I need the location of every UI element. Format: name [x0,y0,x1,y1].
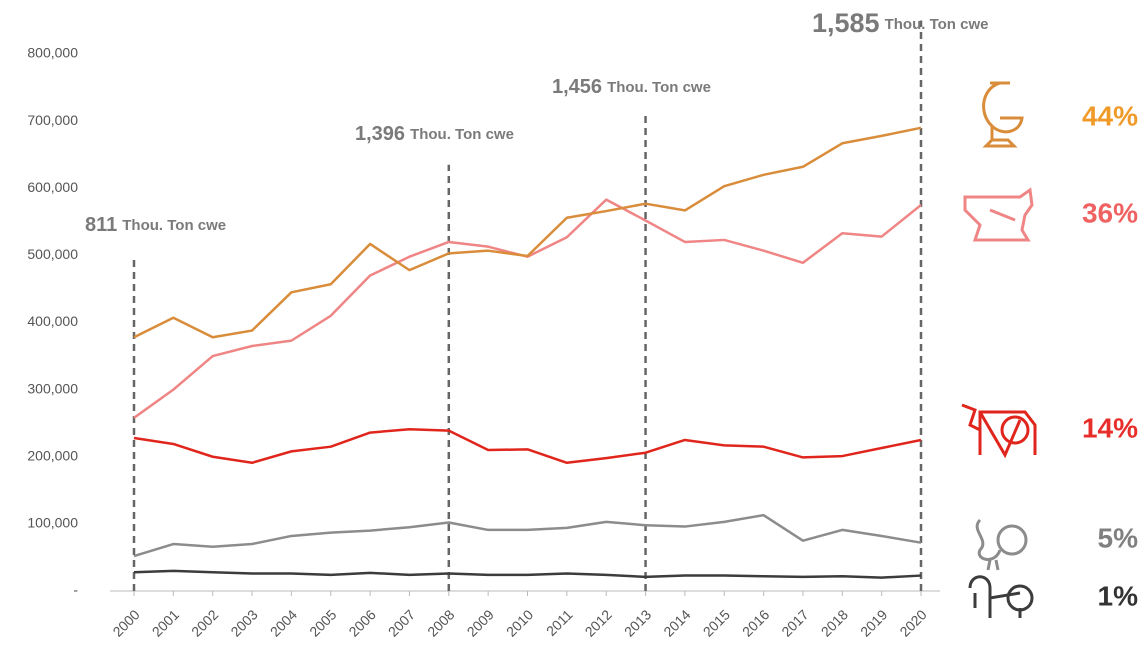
legend-icon [968,575,1034,618]
x-tick-label: 2006 [345,606,378,639]
icon-cow [1000,415,1030,445]
annotation: 811 Thou. Ton cwe [85,214,226,236]
x-tick-label: 2016 [739,606,772,639]
x-tick-label: 2005 [306,606,339,639]
series-line [133,427,922,465]
y-tick-label: 500,000 [27,246,78,262]
y-tick-label: 800,000 [27,45,78,61]
legend-icon [982,81,1024,148]
x-tick-label: 2011 [543,606,576,639]
annotation-value: 1,456 [552,76,602,98]
annotation-value: 1,585 [812,8,880,38]
y-tick-label: 600,000 [27,179,78,195]
x-tick-label: 2019 [857,606,890,639]
annotation: 1,456 Thou. Ton cwe [552,76,711,98]
x-tick-label: 2017 [778,606,811,639]
y-tick-label: 200,000 [27,447,78,463]
series-line [133,569,922,579]
icon-sheep [968,575,1022,618]
series-line [133,198,922,419]
x-tick-label: 2001 [149,606,182,639]
share-label: 1% [1098,580,1139,611]
share-label: 5% [1098,522,1139,553]
y-tick-label: 700,000 [27,112,78,128]
icon-cow [961,403,1037,459]
legend-icon [961,403,1037,459]
x-tick-label: 2008 [424,606,457,639]
x-tick-label: 2020 [896,606,929,639]
x-tick-label: 2003 [227,606,260,639]
annotation-unit: Thou. Ton cwe [607,79,711,96]
x-tick-label: 2018 [818,606,851,639]
annotation-value: 1,396 [355,123,405,145]
legend-icon [975,518,1028,571]
share-label: 36% [1082,197,1138,228]
y-tick-label: 300,000 [27,380,78,396]
series-line [133,126,922,339]
icon-turkey [996,524,1028,556]
annotation-unit: Thou. Ton cwe [122,217,226,234]
y-tick-label: 400,000 [27,313,78,329]
x-tick-label: 2004 [267,606,300,639]
annotation: 1,396 Thou. Ton cwe [355,123,514,145]
annotation: 1,585 Thou. Ton cwe [812,8,988,38]
legend-icon [963,187,1034,242]
x-tick-label: 2012 [582,606,615,639]
annotation-unit: Thou. Ton cwe [410,126,514,143]
x-tick-label: 2013 [621,606,654,639]
x-tick-label: 2009 [464,606,497,639]
icon-pig [963,187,1034,242]
icon-turkey [975,518,1002,571]
x-tick-label: 2000 [109,606,142,639]
x-tick-label: 2002 [188,606,221,639]
x-tick-label: 2015 [700,606,733,639]
icon-sheep [1006,584,1034,612]
series-line [133,513,922,558]
x-tick-label: 2010 [503,606,536,639]
annotation-unit: Thou. Ton cwe [885,16,989,33]
x-tick-label: 2014 [660,606,693,639]
share-label: 44% [1082,100,1138,131]
icon-chicken [982,81,1024,148]
y-tick-label: - [73,582,78,598]
y-tick-label: 100,000 [27,515,78,531]
x-tick-label: 2007 [385,606,418,639]
share-label: 14% [1082,412,1138,443]
annotation-value: 811 [85,214,117,236]
